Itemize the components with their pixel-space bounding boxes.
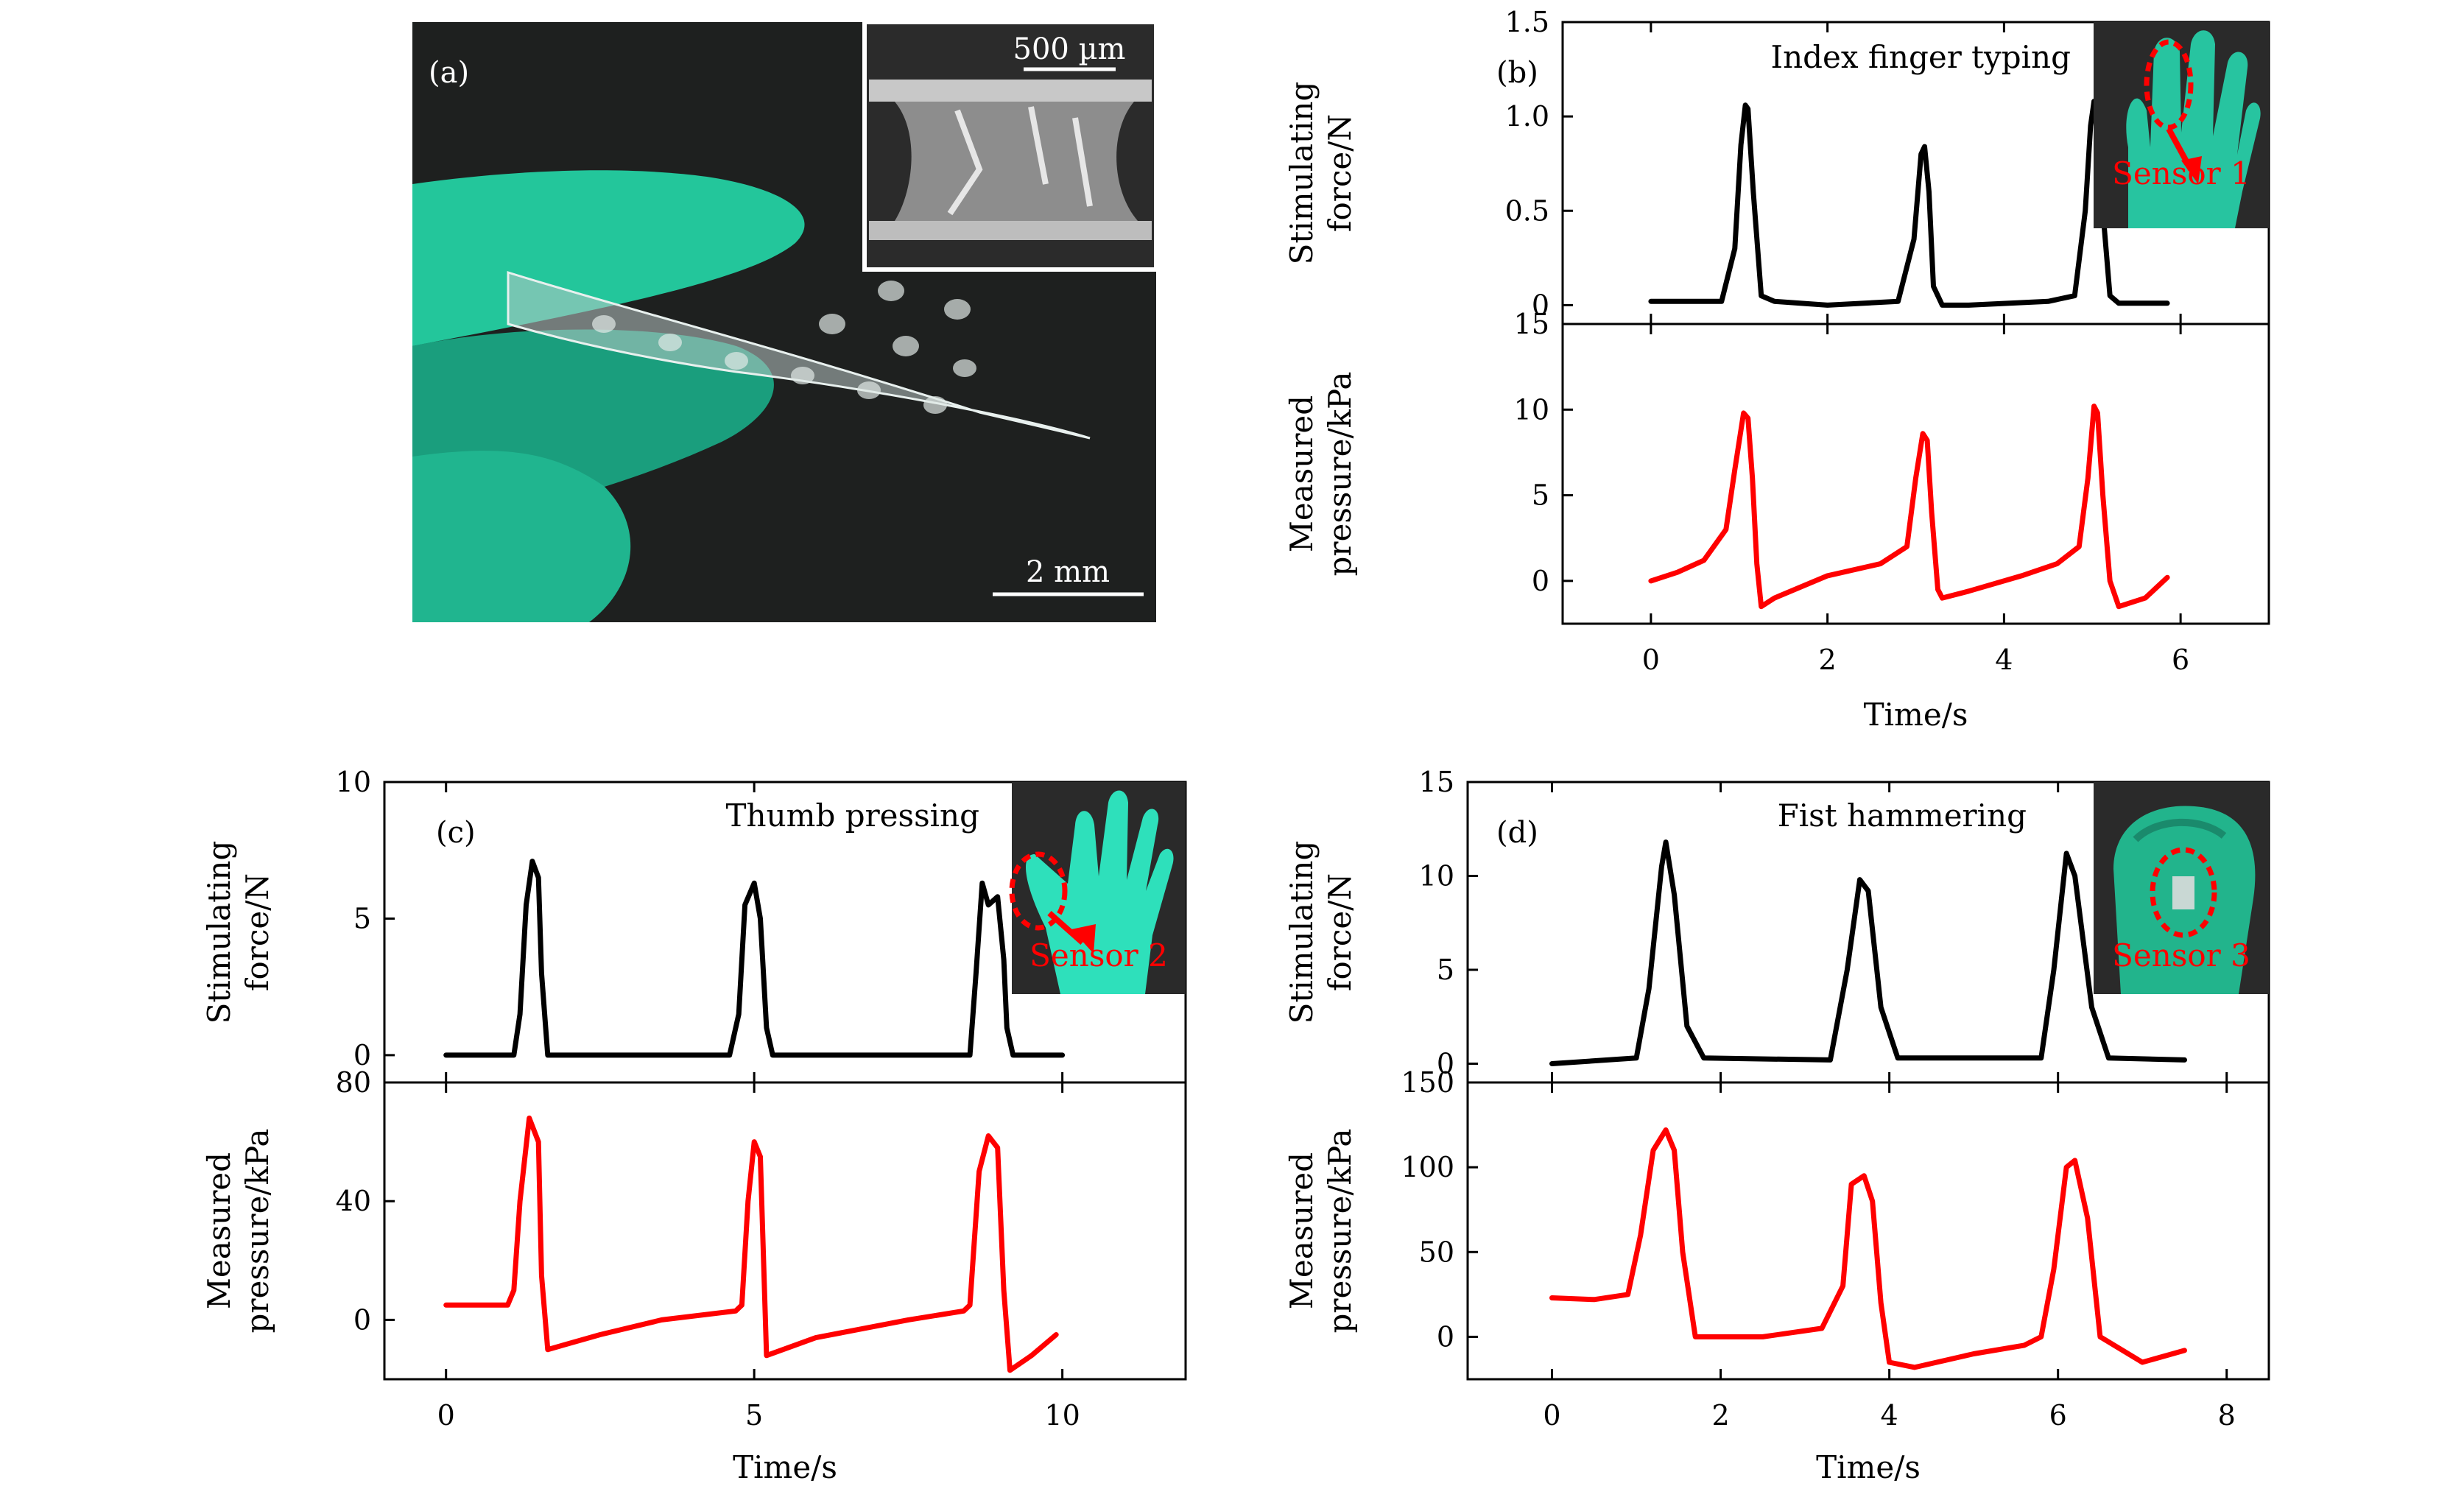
y-tick-label-bottom: 0 xyxy=(353,1303,371,1336)
series-line-bottom xyxy=(1648,404,2170,610)
inset-hand-2 xyxy=(1009,782,1186,994)
panel-a-label: (a) xyxy=(429,56,469,90)
y-axis-label-line: Measured xyxy=(1284,395,1320,552)
y-tick-label-top: 0.5 xyxy=(1505,194,1549,227)
y-axis-label-line: force/N xyxy=(239,873,275,991)
y-axis-label-bottom: Measuredpressure/kPa xyxy=(1284,372,1358,577)
plot-frame-bottom xyxy=(1466,1081,2270,1381)
y-axis-label-bottom: Measuredpressure/kPa xyxy=(201,1129,275,1334)
series-line-bottom xyxy=(443,1115,1059,1373)
inset-sensor-label: Sensor 3 xyxy=(2112,937,2250,973)
y-tick-label-bottom: 50 xyxy=(1419,1236,1454,1268)
y-tick-label-top: 15 xyxy=(1419,766,1454,798)
y-tick-label-top: 10 xyxy=(336,766,371,798)
series-line-top xyxy=(1549,839,2187,1066)
y-tick-label-bottom: 0 xyxy=(1532,565,1549,597)
y-tick-label-bottom: 150 xyxy=(1401,1066,1454,1099)
x-tick-label: 4 xyxy=(1881,1399,1898,1432)
y-axis-label-line: pressure/kPa xyxy=(1322,372,1358,577)
y-axis-label-line: force/N xyxy=(1322,114,1358,232)
y-axis-label-line: Measured xyxy=(1284,1152,1320,1309)
panel-label: (b) xyxy=(1496,56,1538,90)
y-tick-label-bottom: 100 xyxy=(1401,1151,1454,1183)
y-tick-label-top: 0 xyxy=(353,1039,371,1071)
inset-sensor-label: Sensor 1 xyxy=(2112,155,2250,191)
panel-label: (c) xyxy=(436,816,476,850)
x-tick-label: 0 xyxy=(437,1399,455,1432)
y-tick-label-top: 5 xyxy=(1437,954,1454,986)
panel-c: 0 5 10 Stimulatingforce/N 0 40 80 Measuredpress… xyxy=(201,766,1187,1485)
sensor-film xyxy=(507,270,1091,440)
y-tick-label-bottom: 40 xyxy=(336,1185,371,1217)
y-tick-label-bottom: 5 xyxy=(1532,479,1549,512)
x-tick-label: 2 xyxy=(1711,1399,1729,1432)
y-axis-label-line: pressure/kPa xyxy=(239,1129,275,1334)
y-tick-label-bottom: 10 xyxy=(1514,393,1549,426)
inset-scale-label: 500 µm xyxy=(1013,32,1126,66)
y-tick-label-bottom: 15 xyxy=(1514,308,1549,340)
chart-annotation: Index finger typing xyxy=(1770,39,2071,75)
panel-a: (a) 500 µm 2 mm xyxy=(412,22,1156,622)
x-tick-label: 2 xyxy=(1819,644,1837,676)
y-axis-label-line: pressure/kPa xyxy=(1322,1129,1358,1334)
series-line-bottom xyxy=(1549,1127,2187,1370)
panel-d: 0 5 10 15 Stimulatingforce/N 0 50 100 150 Measure… xyxy=(1284,766,2270,1485)
y-axis-label-top: Stimulatingforce/N xyxy=(201,841,275,1024)
y-tick-label-bottom: 0 xyxy=(1437,1320,1454,1353)
y-tick-label-bottom: 80 xyxy=(336,1066,371,1099)
x-tick-label: 0 xyxy=(1642,644,1660,676)
panel-b: 0 0.5 1.0 1.5 Stimulatingforce/N 0 5 10 15 Measur… xyxy=(1284,6,2270,733)
chart-annotation: Thumb pressing xyxy=(726,797,979,834)
inset-hand-1 xyxy=(2094,22,2269,228)
y-tick-label-top: 0 xyxy=(1532,289,1549,321)
y-axis-label-top: Stimulatingforce/N xyxy=(1284,82,1358,265)
main-scale-label: 2 mm xyxy=(1026,555,1110,589)
y-axis-label-line: Stimulating xyxy=(1284,82,1320,265)
chart-annotation: Fist hammering xyxy=(1778,797,2027,834)
x-axis-label: Time/s xyxy=(733,1449,837,1485)
y-tick-label-top: 1.5 xyxy=(1505,6,1549,38)
plot-frame-bottom xyxy=(1561,323,2270,625)
x-tick-label: 0 xyxy=(1543,1399,1560,1432)
y-tick-label-top: 10 xyxy=(1419,860,1454,892)
x-axis-label: Time/s xyxy=(1864,697,1968,733)
y-axis-label-line: Measured xyxy=(201,1152,237,1309)
y-axis-label-top: Stimulatingforce/N xyxy=(1284,841,1358,1024)
y-tick-label-top: 5 xyxy=(353,902,371,934)
sem-inset xyxy=(862,22,1156,272)
glove-finger-lower xyxy=(412,451,631,622)
y-tick-label-top: 1.0 xyxy=(1505,100,1549,133)
x-tick-label: 6 xyxy=(2172,644,2189,676)
y-axis-label-line: Stimulating xyxy=(1284,841,1320,1024)
sensor-dots xyxy=(592,281,976,414)
series-line-top xyxy=(443,859,1066,1058)
plot-frame-bottom xyxy=(383,1081,1187,1381)
x-axis-label: Time/s xyxy=(1816,1449,1921,1485)
y-tick-label-top: 0 xyxy=(1437,1048,1454,1080)
x-tick-label: 4 xyxy=(1995,644,2013,676)
y-axis-label-line: Stimulating xyxy=(201,841,237,1024)
x-tick-label: 6 xyxy=(2049,1399,2067,1432)
series-line-top xyxy=(1648,99,2170,308)
x-tick-label: 8 xyxy=(2218,1399,2236,1432)
inset-hand-3 xyxy=(2094,782,2269,994)
x-tick-label: 5 xyxy=(745,1399,763,1432)
y-axis-label-bottom: Measuredpressure/kPa xyxy=(1284,1129,1358,1334)
inset-sensor-label: Sensor 2 xyxy=(1029,937,1168,973)
x-tick-label: 10 xyxy=(1044,1399,1080,1432)
panel-label: (d) xyxy=(1496,816,1538,850)
y-axis-label-line: force/N xyxy=(1322,873,1358,991)
